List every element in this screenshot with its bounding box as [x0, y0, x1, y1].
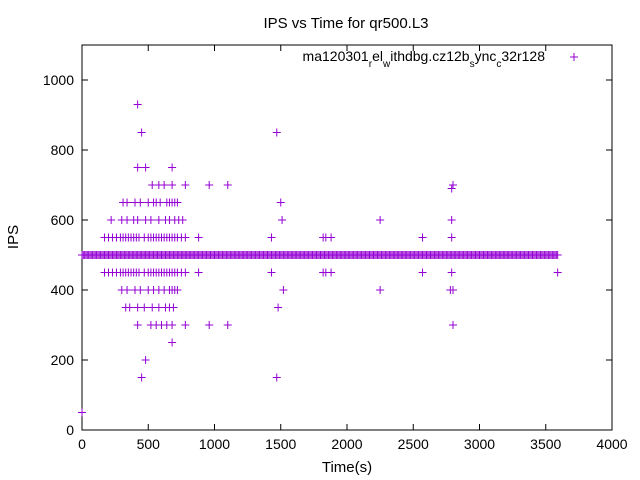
data-point — [178, 216, 187, 224]
x-tick-label: 4000 — [596, 436, 627, 452]
data-point — [169, 303, 178, 312]
data-point — [327, 268, 336, 277]
data-point — [327, 233, 336, 242]
data-point — [136, 198, 145, 207]
y-axis: 0 200 400 600 800 1000 — [43, 72, 612, 438]
x-tick-label: 1000 — [199, 436, 230, 452]
data-point — [78, 408, 86, 417]
x-axis-title: Time(s) — [322, 459, 372, 476]
data-point — [133, 216, 142, 224]
data-point — [133, 321, 142, 329]
data-point — [137, 128, 146, 137]
data-point — [418, 233, 427, 242]
data-point — [123, 286, 132, 294]
data-point — [123, 198, 132, 207]
legend-marker-plus — [570, 53, 578, 61]
data-point — [267, 268, 276, 277]
data-point — [553, 251, 562, 259]
data-point — [447, 216, 456, 224]
data-point — [449, 286, 457, 294]
data-point — [278, 216, 287, 224]
data-point — [449, 321, 457, 329]
x-tick-label: 3000 — [464, 436, 495, 452]
data-point — [447, 233, 456, 242]
data-point — [168, 321, 177, 329]
data-point — [205, 181, 214, 189]
data-point — [279, 286, 288, 294]
chart-title: IPS vs Time for qr500.L3 — [263, 15, 428, 32]
data-point — [181, 181, 190, 189]
data-point — [223, 181, 232, 189]
x-tick-label: 0 — [78, 436, 86, 452]
data-point — [205, 321, 214, 329]
y-tick-label: 800 — [51, 142, 75, 158]
data-point — [194, 233, 203, 242]
data-point — [133, 100, 142, 109]
data-point — [276, 198, 285, 207]
data-point — [137, 373, 146, 382]
data-point — [140, 303, 149, 312]
y-tick-label: 200 — [51, 352, 75, 368]
x-tick-label: 500 — [137, 436, 161, 452]
data-point — [418, 268, 427, 277]
x-tick-label: 2500 — [398, 436, 429, 452]
data-point — [136, 286, 145, 294]
data-point — [274, 303, 283, 312]
data-point — [168, 338, 177, 347]
data-points — [78, 100, 562, 417]
x-tick-label: 2000 — [331, 436, 362, 452]
data-point — [376, 216, 385, 224]
data-point — [553, 268, 562, 277]
legend: ma120301relwithdbg.cz12bsyncc32r128 — [303, 48, 578, 70]
data-point — [107, 216, 116, 224]
y-tick-label: 600 — [51, 212, 75, 228]
legend-marker — [570, 53, 578, 61]
data-point — [194, 268, 203, 277]
data-point — [376, 286, 385, 294]
data-point — [168, 181, 177, 189]
x-tick-label: 1500 — [265, 436, 296, 452]
data-point — [168, 163, 177, 172]
legend-label: ma120301relwithdbg.cz12bsyncc32r128 — [303, 48, 546, 70]
data-point — [160, 181, 169, 189]
data-point — [146, 216, 155, 224]
y-tick-label: 400 — [51, 282, 75, 298]
data-point — [141, 163, 150, 172]
y-tick-label: 1000 — [43, 72, 74, 88]
data-point — [449, 181, 457, 189]
x-tick-label: 3500 — [530, 436, 561, 452]
data-point — [173, 286, 182, 294]
x-axis: 0 500 1000 1500 2000 2500 3000 3500 4000 — [78, 45, 628, 452]
data-point — [173, 198, 182, 207]
data-point — [125, 303, 134, 312]
data-point — [181, 321, 190, 329]
data-point — [133, 163, 142, 172]
data-point — [267, 233, 276, 242]
y-axis-title: IPS — [5, 225, 22, 249]
data-point — [181, 233, 190, 242]
data-point — [223, 321, 232, 329]
y-tick-label: 0 — [66, 422, 74, 438]
data-point — [141, 356, 150, 364]
data-point — [447, 184, 456, 193]
data-point — [447, 268, 456, 277]
data-point — [272, 128, 281, 137]
data-point — [272, 373, 281, 382]
data-point — [181, 268, 190, 277]
